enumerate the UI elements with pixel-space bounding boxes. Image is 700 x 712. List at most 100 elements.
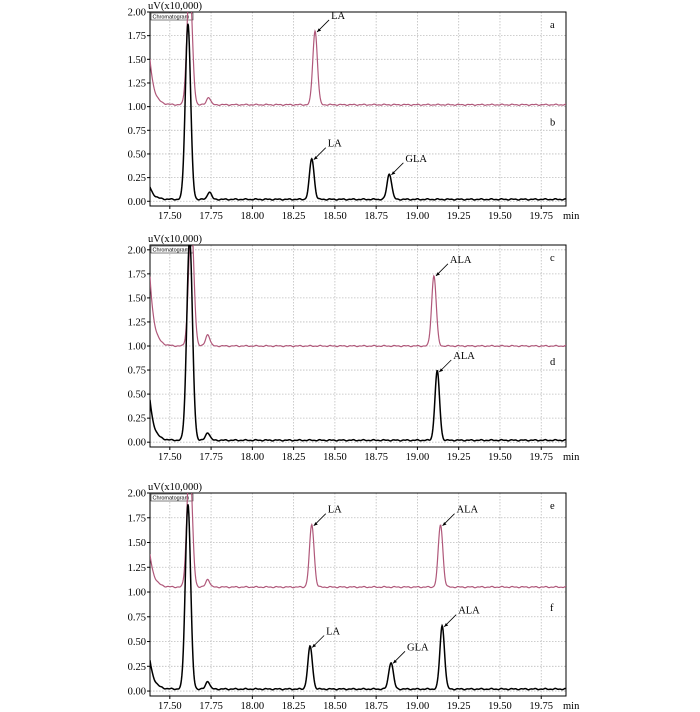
chromatogram-tag: Chromatogram <box>153 496 190 502</box>
x-tick-label: 19.75 <box>529 701 553 712</box>
peak-label: LA <box>328 139 342 150</box>
chromatogram-tag: Chromatogram <box>153 15 190 21</box>
peak-arrow-head <box>313 156 318 160</box>
traces <box>150 493 566 691</box>
x-axis-unit: min <box>563 211 580 222</box>
chromatogram-trace-c <box>150 245 566 348</box>
peak-arrow-head <box>444 623 449 627</box>
y-tick-label: 1.75 <box>128 513 146 524</box>
y-tick-label: 1.75 <box>128 31 146 42</box>
y-axis-label: uV(x10,000) <box>148 482 202 493</box>
x-tick-label: 17.50 <box>158 701 182 712</box>
y-tick-label: 0.75 <box>128 126 146 137</box>
x-tick-label: 19.00 <box>406 701 430 712</box>
y-tick-label: 0.00 <box>128 438 146 449</box>
trace-tag-d: d <box>550 357 556 368</box>
peak-arrow-head <box>435 272 440 276</box>
trace-tag-f: f <box>550 603 554 614</box>
peak-label: LA <box>326 626 340 637</box>
plot-frame <box>149 11 567 207</box>
x-tick-label: 18.00 <box>241 211 265 222</box>
trace-tag-e: e <box>550 501 555 512</box>
y-tick-label: 1.50 <box>128 538 146 549</box>
y-axis-label: uV(x10,000) <box>148 234 202 245</box>
x-tick-label: 18.75 <box>364 211 388 222</box>
y-tick-label: 1.00 <box>128 588 146 599</box>
y-tick-label: 1.25 <box>128 563 146 574</box>
x-tick-label: 17.75 <box>199 452 223 463</box>
x-tick-label: 19.75 <box>529 452 553 463</box>
x-tick-label: 19.25 <box>447 701 471 712</box>
x-tick-label: 18.50 <box>323 211 347 222</box>
y-tick-label: 0.00 <box>128 197 146 208</box>
chart-panel-middle: 0.00 0.25 0.50 0.75 1.00 1.25 1.50 1.75 2.00 17.5… <box>128 234 580 463</box>
x-tick-label: 19.50 <box>488 452 512 463</box>
y-tick-label: 0.50 <box>128 390 146 401</box>
y-tick-label: 1.50 <box>128 55 146 66</box>
x-tick-label: 17.50 <box>158 452 182 463</box>
y-tick-label: 0.75 <box>128 366 146 377</box>
chromatogram-tag: Chromatogram <box>153 248 190 254</box>
chromatogram-trace-e <box>150 493 566 589</box>
chromatogram-tag-box <box>150 12 194 21</box>
y-tick-label: 0.50 <box>128 149 146 160</box>
peak-label: ALA <box>458 606 480 617</box>
chromatogram-trace-f <box>150 504 566 691</box>
x-tick-label: 19.25 <box>447 452 471 463</box>
y-tick-label: 0.25 <box>128 173 146 184</box>
peak-label: LA <box>331 11 345 22</box>
trace-tag-c: c <box>550 253 555 264</box>
peak-label: ALA <box>457 505 479 516</box>
y-tick-label: 2.00 <box>128 245 146 256</box>
y-tick-label: 0.25 <box>128 414 146 425</box>
x-tick-label: 19.25 <box>447 211 471 222</box>
y-tick-label: 1.75 <box>128 269 146 280</box>
peak-arrow-head <box>312 643 317 648</box>
traces <box>150 12 566 201</box>
y-tick-label: 0.25 <box>128 662 146 673</box>
peak-label: ALA <box>450 255 472 266</box>
x-tick-label: 18.25 <box>282 452 306 463</box>
x-tick-label: 18.00 <box>241 701 265 712</box>
y-tick-label: 1.25 <box>128 317 146 328</box>
x-tick-label: 18.25 <box>282 701 306 712</box>
y-tick-label: 0.00 <box>128 687 146 698</box>
y-tick-label: 1.00 <box>128 102 146 113</box>
y-tick-label: 2.00 <box>128 489 146 500</box>
chromatogram-trace-d <box>150 245 566 442</box>
chromatogram-trace-b <box>150 23 566 201</box>
x-tick-label: 19.00 <box>406 211 430 222</box>
x-tick-label: 18.50 <box>323 452 347 463</box>
x-axis-unit: min <box>563 452 580 463</box>
x-tick-label: 18.50 <box>323 701 347 712</box>
x-tick-label: 17.50 <box>158 211 182 222</box>
peak-arrow-head <box>393 659 398 664</box>
peak-label: GLA <box>407 642 429 653</box>
x-tick-label: 18.00 <box>241 452 265 463</box>
y-tick-label: 1.25 <box>128 78 146 89</box>
chart-panel-bottom: 0.00 0.25 0.50 0.75 1.00 1.25 1.50 1.75 2.00 17.5… <box>128 482 580 712</box>
y-tick-label: 2.00 <box>128 8 146 19</box>
x-tick-label: 19.50 <box>488 701 512 712</box>
y-tick-label: 0.50 <box>128 637 146 648</box>
y-tick-label: 1.50 <box>128 293 146 304</box>
x-tick-label: 18.25 <box>282 211 306 222</box>
peak-label: ALA <box>453 351 475 362</box>
trace-tag-a: a <box>550 20 555 31</box>
peak-label: LA <box>328 505 342 516</box>
y-tick-label: 1.00 <box>128 342 146 353</box>
x-tick-label: 18.75 <box>364 701 388 712</box>
x-tick-label: 19.50 <box>488 211 512 222</box>
y-axis-label: uV(x10,000) <box>148 1 202 12</box>
x-tick-label: 19.00 <box>406 452 430 463</box>
peak-label: GLA <box>405 154 427 165</box>
traces <box>150 245 566 442</box>
x-tick-label: 18.75 <box>364 452 388 463</box>
plot-frame <box>149 492 567 697</box>
x-axis-unit: min <box>563 701 580 712</box>
peak-arrow-head <box>391 171 396 175</box>
trace-tag-b: b <box>550 118 555 129</box>
y-tick-label: 0.75 <box>128 612 146 623</box>
x-tick-label: 19.75 <box>529 211 553 222</box>
